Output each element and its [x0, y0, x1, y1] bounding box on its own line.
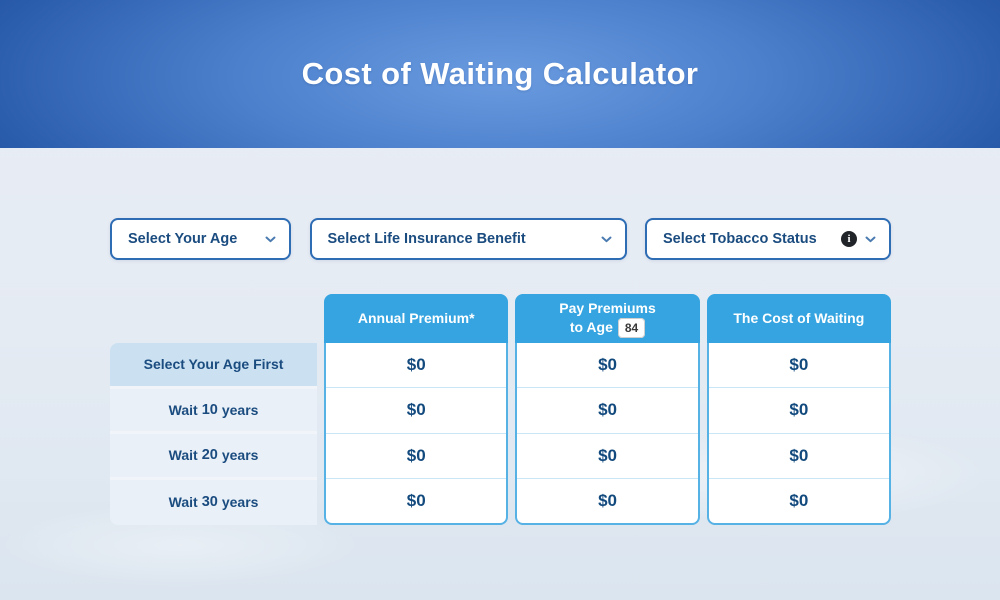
value-cell: $0 — [598, 490, 617, 510]
row-label-number: 20 — [201, 447, 218, 464]
column-body: $0 $0 $0 $0 — [324, 343, 509, 525]
info-icon[interactable]: i — [841, 231, 857, 247]
column-header-line2: to Age 84 — [569, 317, 646, 339]
page-title: Cost of Waiting Calculator — [301, 56, 699, 91]
row-label-text: years — [221, 401, 259, 418]
row-label-text: years — [221, 447, 259, 464]
select-tobacco-status-dropdown[interactable]: Select Tobacco Status i — [645, 218, 891, 260]
value-cell: $0 — [708, 388, 889, 434]
value-cell: $0 — [789, 490, 809, 510]
value-cell: $0 — [326, 434, 507, 479]
dropdown-controls: i — [841, 231, 876, 247]
row-label-text: Wait — [168, 401, 198, 418]
dropdown-controls — [265, 236, 276, 243]
column-cost-of-waiting: The Cost of Waiting $0 $0 $0 $0 — [706, 294, 891, 525]
select-life-insurance-benefit-dropdown[interactable]: Select Life Insurance Benefit — [309, 218, 627, 260]
column-header-text: Pay Premiums — [559, 299, 656, 316]
dropdown-controls — [601, 236, 612, 243]
row-label-wait-20-years: Wait 20 years — [110, 434, 318, 480]
select-your-age-label: Select Your Age — [128, 231, 238, 247]
row-label-text: Wait — [168, 447, 198, 464]
value-cell: $0 — [517, 343, 698, 389]
row-label-text: years — [221, 494, 259, 511]
column-body: $0 $0 $0 $0 — [515, 343, 700, 525]
row-label-number: 10 — [201, 401, 218, 418]
column-header-text: The Cost of Waiting — [733, 310, 865, 327]
select-life-insurance-benefit-label: Select Life Insurance Benefit — [327, 231, 526, 247]
value-cell: $0 — [326, 388, 507, 434]
column-body: $0 $0 $0 $0 — [706, 343, 891, 525]
row-label-select-your-age-first: Select Your Age First — [110, 343, 318, 389]
value-cell: $0 — [708, 343, 889, 389]
row-labels-column: Select Your Age First Wait 10 years Wait 20… — [110, 343, 318, 525]
chevron-down-icon — [265, 236, 276, 242]
column-pay-premiums-to-age: Pay Premiums to Age 84 $0 $0 $0 $0 — [515, 294, 700, 525]
row-label-wait-10-years: Wait 10 years — [110, 388, 318, 434]
value-cell: $0 — [517, 388, 698, 434]
main-content: Select Your Age Select Life Insurance Be… — [0, 148, 1000, 525]
column-header-cost-of-waiting: The Cost of Waiting — [706, 294, 891, 343]
header-banner: Cost of Waiting Calculator — [0, 0, 1000, 148]
row-label-number: 30 — [201, 494, 218, 511]
value-cell: $0 — [708, 434, 889, 479]
column-annual-premium: Annual Premium* $0 $0 $0 $0 — [324, 294, 509, 525]
column-header-text: to Age — [569, 318, 613, 335]
chevron-down-icon — [865, 236, 876, 242]
value-cell: $0 — [517, 434, 698, 479]
value-cell: $0 — [406, 490, 426, 510]
select-your-age-dropdown[interactable]: Select Your Age — [110, 218, 291, 260]
select-tobacco-status-label: Select Tobacco Status — [663, 231, 817, 247]
age-value-box[interactable]: 84 — [617, 317, 646, 339]
column-header-pay-premiums: Pay Premiums to Age 84 — [515, 294, 700, 343]
row-label-wait-30-years: Wait 30 years — [110, 479, 318, 525]
row-label-text: Select Your Age First — [143, 356, 284, 373]
filters-row: Select Your Age Select Life Insurance Be… — [110, 218, 891, 260]
column-header-text: Annual Premium* — [357, 310, 475, 327]
column-header-annual-premium: Annual Premium* — [324, 294, 509, 343]
cost-of-waiting-table: Select Your Age First Wait 10 years Wait 20… — [110, 294, 891, 525]
row-label-text: Wait — [168, 494, 198, 511]
value-cell: $0 — [326, 343, 507, 389]
chevron-down-icon — [601, 236, 611, 242]
